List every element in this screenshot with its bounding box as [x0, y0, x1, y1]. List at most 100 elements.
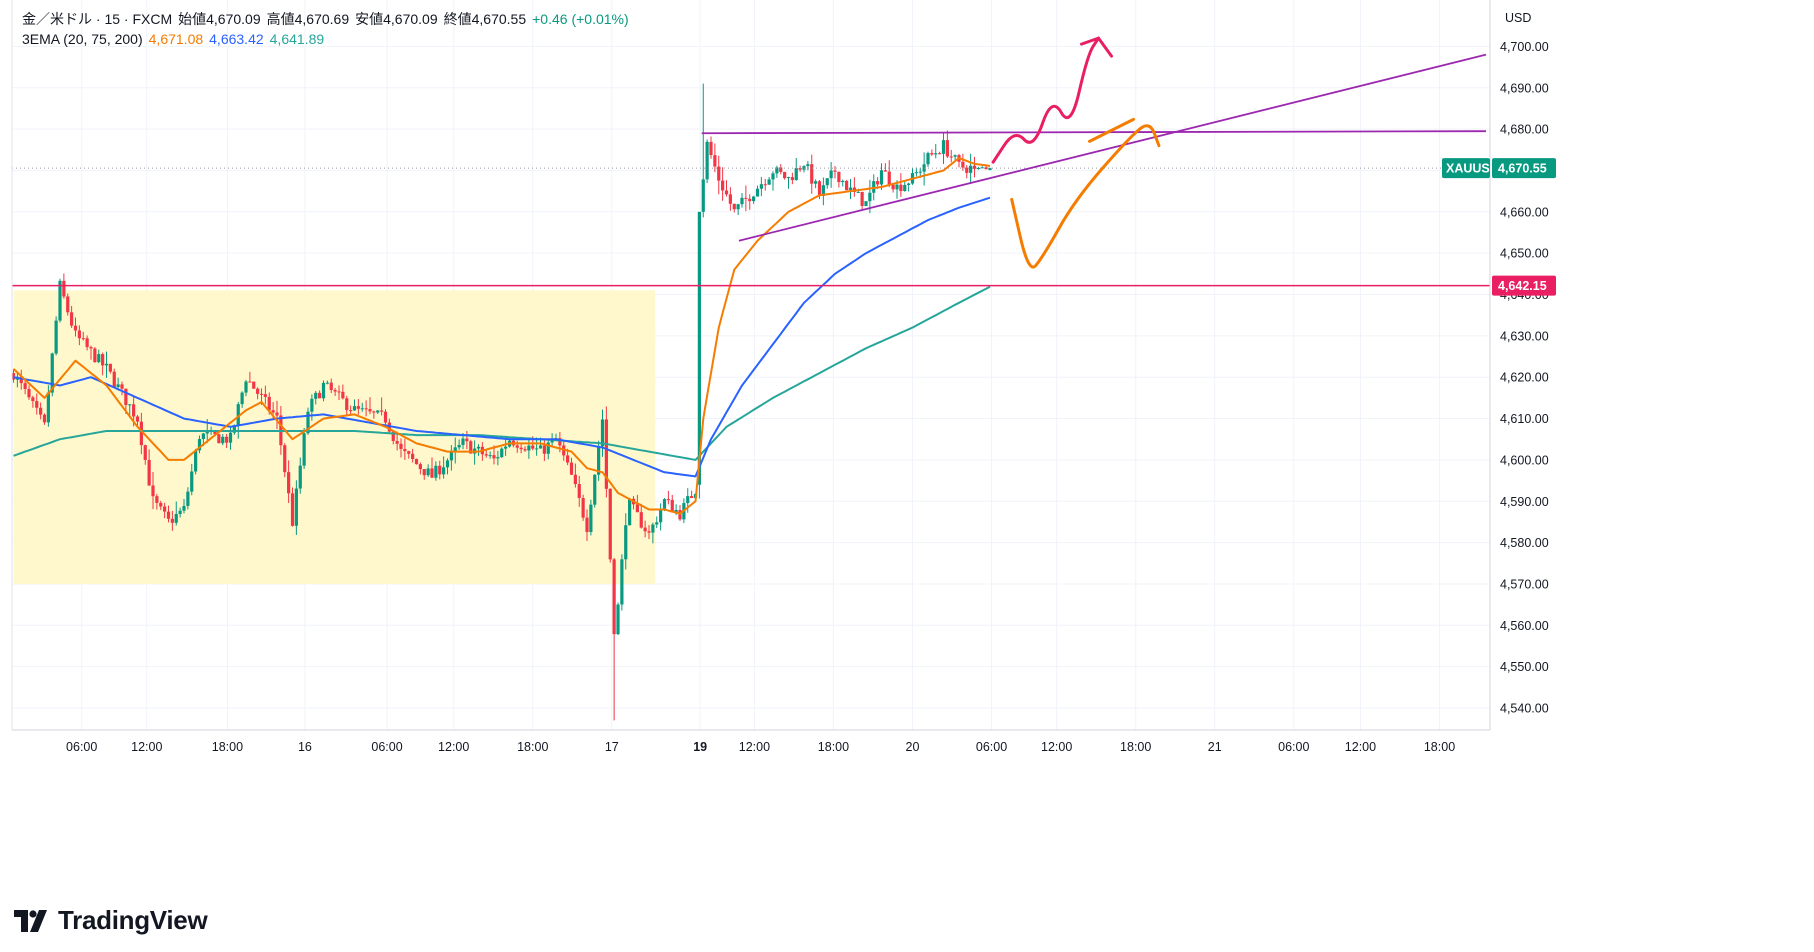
candle-body: [624, 525, 628, 560]
candle-body: [546, 442, 550, 454]
symbol-tag-bg: [1442, 158, 1490, 179]
candle-body: [283, 445, 287, 473]
candle-body: [116, 384, 120, 387]
candle-body: [848, 187, 853, 191]
time-tick-label: 06:00: [371, 740, 402, 754]
price-tick-label: 4,600.00: [1500, 453, 1549, 467]
candle-body: [298, 465, 302, 489]
candle-body: [465, 438, 469, 442]
candle-body: [310, 398, 314, 412]
candle-body: [190, 471, 194, 492]
candle-body: [577, 484, 581, 499]
candle-body: [430, 468, 434, 478]
candle-body: [345, 398, 349, 411]
candle-body: [372, 411, 376, 413]
candle-body: [899, 184, 903, 192]
candle-body: [445, 460, 450, 468]
candle-body: [829, 170, 833, 179]
time-tick-label: 18:00: [1120, 740, 1151, 754]
time-tick-label: 12:00: [131, 740, 162, 754]
candle-body: [302, 433, 306, 466]
candle-body: [205, 431, 209, 434]
candle-body: [147, 459, 151, 486]
candle-body: [58, 280, 62, 321]
time-tick-label: 12:00: [1345, 740, 1376, 754]
candle-body: [418, 464, 422, 470]
candle-body: [213, 430, 217, 435]
candle-body: [748, 198, 752, 202]
low-value: 4,670.09: [383, 11, 438, 27]
candle-body: [325, 382, 329, 384]
price-axis[interactable]: 4,540.00 4,550.00 4,560.00 4,570.00 4,580.00…: [1442, 0, 1556, 730]
candle-body: [132, 404, 136, 417]
candle-body: [50, 353, 54, 393]
candle-body: [616, 604, 620, 635]
candle-body: [732, 203, 736, 210]
candle-body: [597, 446, 601, 475]
candle-body: [895, 184, 899, 190]
candle-body: [77, 330, 81, 339]
last-price-tag-bg: [1492, 158, 1556, 179]
candle-body: [35, 401, 39, 408]
candle-body: [221, 436, 225, 444]
candle-body: [201, 433, 205, 440]
candle-body: [364, 408, 368, 410]
candle-body: [941, 140, 946, 154]
candle-body: [449, 450, 453, 461]
candle-body: [426, 468, 430, 476]
currency-label[interactable]: USD: [1505, 11, 1531, 25]
candle-body: [860, 191, 864, 206]
time-tick-label: 17: [605, 740, 619, 754]
price-chart[interactable]: 4,540.00 4,550.00 4,560.00 4,570.00 4,580.00…: [0, 0, 1814, 890]
candle-body: [736, 204, 740, 210]
indicator-label[interactable]: 3EMA (20, 75, 200): [22, 31, 143, 47]
candle-body: [182, 505, 186, 511]
candle-body: [163, 506, 167, 512]
candle-body: [232, 425, 236, 433]
range-rectangle: [13, 290, 656, 584]
candle-body: [879, 170, 884, 185]
candle-body: [868, 192, 872, 202]
candle-body: [108, 363, 112, 372]
candle-body: [752, 196, 756, 202]
candle-body: [709, 141, 713, 156]
candle-body: [217, 434, 221, 444]
candle-body: [349, 410, 353, 412]
candle-body: [11, 373, 16, 380]
candle-body: [651, 524, 655, 533]
candle-body: [333, 389, 337, 392]
candle-body: [697, 211, 701, 485]
candle-body: [31, 397, 35, 402]
candle-body: [318, 392, 322, 399]
candle-body: [252, 381, 256, 389]
candle-body: [139, 421, 143, 446]
candle-body: [713, 155, 717, 167]
candle-body: [39, 407, 43, 415]
tradingview-logo[interactable]: TradingView: [14, 905, 208, 936]
high-value: 4,670.69: [294, 11, 350, 27]
candle-body: [73, 325, 78, 331]
candle-body: [639, 512, 643, 528]
candle-body: [399, 443, 403, 449]
symbol-line[interactable]: 金／米ドル · 15 · FXCM: [22, 11, 173, 27]
candle-body: [46, 392, 50, 423]
time-tick-label: 06:00: [66, 740, 97, 754]
time-tick-label: 12:00: [1041, 740, 1072, 754]
candle-body: [256, 388, 260, 394]
candle-body: [930, 153, 934, 155]
time-tick-label: 06:00: [1278, 740, 1309, 754]
ema20-line: [12, 157, 991, 515]
candle-body: [903, 184, 907, 192]
time-tick-label: 18:00: [818, 740, 849, 754]
candle-body: [662, 499, 667, 510]
candle-body: [566, 455, 570, 463]
candle-body: [54, 320, 58, 354]
candle-body: [763, 184, 767, 186]
time-tick-label: 06:00: [976, 740, 1007, 754]
price-tick-label: 4,580.00: [1500, 536, 1549, 550]
candle-body: [411, 453, 415, 459]
price-tick-label: 4,540.00: [1500, 702, 1549, 716]
candle-body: [271, 410, 275, 413]
time-axis[interactable]: 06:00 12:00 18:00 16 06:00 12:00 18:00 17 19 12:0…: [11, 0, 1490, 754]
candle-body: [845, 180, 849, 191]
